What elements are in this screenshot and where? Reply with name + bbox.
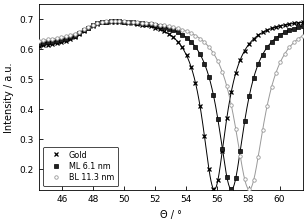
Gold: [212, 187, 215, 190]
Gold: [126, 21, 130, 24]
ML 6.1 nm: [229, 188, 233, 191]
ML 6.1 nm: [207, 75, 211, 78]
ML 6.1 nm: [82, 29, 86, 32]
BL 11.3 nm: [126, 20, 130, 23]
Gold: [301, 21, 305, 24]
BL 11.3 nm: [37, 39, 41, 42]
Gold: [118, 21, 121, 23]
BL 11.3 nm: [247, 188, 251, 191]
ML 6.1 nm: [113, 20, 117, 23]
Y-axis label: Intensity / a.u.: Intensity / a.u.: [4, 62, 14, 133]
ML 6.1 nm: [301, 25, 305, 28]
BL 11.3 nm: [104, 20, 108, 23]
BL 11.3 nm: [131, 21, 135, 23]
ML 6.1 nm: [131, 21, 135, 24]
Legend: Gold, ML 6.1 nm, BL 11.3 nm: Gold, ML 6.1 nm, BL 11.3 nm: [43, 146, 118, 186]
Gold: [131, 22, 135, 24]
Gold: [37, 45, 41, 47]
BL 11.3 nm: [113, 20, 117, 22]
Line: BL 11.3 nm: BL 11.3 nm: [37, 19, 305, 191]
BL 11.3 nm: [118, 20, 121, 23]
ML 6.1 nm: [126, 21, 130, 23]
Gold: [207, 168, 211, 170]
ML 6.1 nm: [118, 20, 121, 23]
Line: ML 6.1 nm: ML 6.1 nm: [37, 20, 305, 191]
BL 11.3 nm: [82, 28, 86, 31]
ML 6.1 nm: [37, 43, 41, 45]
Line: Gold: Gold: [37, 20, 305, 191]
Gold: [109, 20, 112, 23]
BL 11.3 nm: [207, 46, 211, 48]
BL 11.3 nm: [301, 34, 305, 37]
X-axis label: Θ / °: Θ / °: [160, 210, 182, 220]
Gold: [82, 30, 86, 32]
Gold: [104, 20, 108, 23]
ML 6.1 nm: [104, 20, 108, 23]
